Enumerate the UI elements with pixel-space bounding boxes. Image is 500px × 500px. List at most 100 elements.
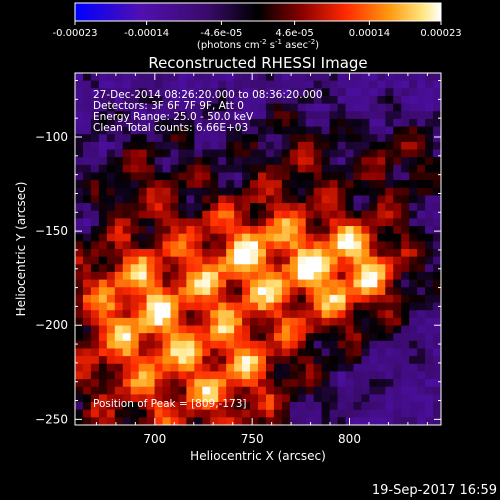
heatmap-cell bbox=[210, 126, 219, 135]
heatmap-cell bbox=[305, 233, 315, 242]
heatmap-cell bbox=[106, 210, 116, 219]
heatmap-cell bbox=[210, 379, 219, 388]
heatmap-cell bbox=[146, 386, 156, 395]
heatmap-cell bbox=[289, 310, 299, 319]
heatmap-cell bbox=[289, 80, 299, 89]
heatmap-cell bbox=[178, 203, 187, 212]
heatmap-cell bbox=[273, 218, 283, 227]
heatmap-cell bbox=[289, 195, 299, 204]
heatmap-cell bbox=[186, 394, 195, 403]
heatmap-cell bbox=[273, 363, 283, 372]
heatmap-cell bbox=[234, 371, 243, 380]
heatmap-cell bbox=[114, 340, 124, 349]
heatmap-cell bbox=[401, 333, 410, 342]
heatmap-cell bbox=[75, 249, 84, 258]
heatmap-cell bbox=[361, 157, 370, 166]
heatmap-cell bbox=[106, 294, 116, 304]
heatmap-cell bbox=[210, 241, 219, 250]
heatmap-cell bbox=[75, 379, 84, 388]
heatmap-cell bbox=[313, 379, 323, 388]
heatmap-cell bbox=[329, 333, 339, 342]
heatmap-cell bbox=[377, 226, 386, 235]
heatmap-cell bbox=[226, 226, 235, 235]
heatmap-cell bbox=[425, 386, 434, 395]
heatmap-cell bbox=[281, 73, 291, 82]
heatmap-cell bbox=[337, 210, 347, 219]
heatmap-cell bbox=[393, 356, 402, 365]
heatmap-cell bbox=[82, 325, 92, 334]
heatmap-cell bbox=[250, 88, 259, 97]
heatmap-cell bbox=[417, 241, 426, 250]
heatmap-cell bbox=[433, 111, 441, 120]
heatmap-cell bbox=[154, 340, 164, 349]
heatmap-cell bbox=[90, 409, 100, 418]
heatmap-cell bbox=[250, 310, 259, 319]
heatmap-cell bbox=[369, 249, 378, 258]
heatmap-cell bbox=[218, 73, 227, 82]
heatmap-cell bbox=[122, 118, 132, 128]
heatmap-cell bbox=[138, 340, 148, 349]
heatmap-cell bbox=[297, 249, 307, 258]
heatmap-cell bbox=[425, 157, 434, 166]
heatmap-cell bbox=[130, 218, 140, 227]
heatmap-cell bbox=[258, 394, 267, 403]
heatmap-cell bbox=[401, 363, 410, 372]
heatmap-cell bbox=[106, 256, 116, 265]
heatmap-cell bbox=[218, 172, 227, 181]
heatmap-cell bbox=[82, 218, 92, 227]
heatmap-cell bbox=[321, 233, 331, 242]
heatmap-cell bbox=[281, 118, 291, 128]
heatmap-cell bbox=[98, 218, 108, 227]
heatmap-cell bbox=[122, 333, 132, 342]
heatmap-cell bbox=[361, 118, 370, 128]
heatmap-cell bbox=[98, 340, 108, 349]
heatmap-cell bbox=[178, 287, 187, 296]
heatmap-cell bbox=[321, 302, 331, 311]
heatmap-cell bbox=[178, 111, 187, 120]
heatmap-cell bbox=[186, 164, 195, 173]
heatmap-cell bbox=[289, 73, 299, 82]
heatmap-cell bbox=[337, 149, 347, 158]
heatmap-cell bbox=[106, 73, 116, 82]
heatmap-cell bbox=[313, 417, 323, 425]
heatmap-cell bbox=[265, 279, 275, 288]
heatmap-cell bbox=[337, 80, 347, 89]
heatmap-cell bbox=[122, 164, 132, 173]
heatmap-cell bbox=[138, 287, 148, 296]
timestamp: 19-Sep-2017 16:59 bbox=[372, 483, 497, 498]
heatmap-cell bbox=[130, 340, 140, 349]
heatmap-cell bbox=[281, 241, 291, 250]
heatmap-cell bbox=[409, 402, 418, 411]
heatmap-cell bbox=[409, 363, 418, 372]
heatmap-cell bbox=[98, 333, 108, 342]
heatmap-cell bbox=[345, 294, 354, 304]
heatmap-cell bbox=[361, 210, 370, 219]
heatmap-cell bbox=[385, 340, 394, 349]
heatmap-cell bbox=[130, 417, 140, 425]
heatmap-cell bbox=[130, 118, 140, 128]
heatmap-cell bbox=[130, 394, 140, 403]
heatmap-cell bbox=[170, 317, 179, 327]
heatmap-cell bbox=[425, 363, 434, 372]
heatmap-cell bbox=[154, 233, 164, 242]
heatmap-cell bbox=[234, 88, 243, 97]
heatmap-cell bbox=[289, 126, 299, 135]
heatmap-cell bbox=[194, 264, 203, 273]
heatmap-cell bbox=[305, 118, 315, 128]
heatmap-cell bbox=[90, 356, 100, 365]
heatmap-cell bbox=[154, 95, 164, 105]
heatmap-cell bbox=[345, 371, 354, 380]
heatmap-cell bbox=[281, 333, 291, 342]
x-axis-label: Heliocentric X (arcsec) bbox=[190, 449, 326, 463]
heatmap-cell bbox=[417, 172, 426, 181]
heatmap-cell bbox=[265, 95, 275, 105]
heatmap-cell bbox=[393, 294, 402, 304]
heatmap-cell bbox=[226, 73, 235, 82]
heatmap-cell bbox=[90, 141, 100, 151]
heatmap-cell bbox=[178, 264, 187, 273]
heatmap-cell bbox=[433, 348, 441, 357]
heatmap-cell bbox=[401, 256, 410, 265]
heatmap-cell bbox=[234, 287, 243, 296]
heatmap-cell bbox=[178, 394, 187, 403]
heatmap-cell bbox=[82, 88, 92, 97]
